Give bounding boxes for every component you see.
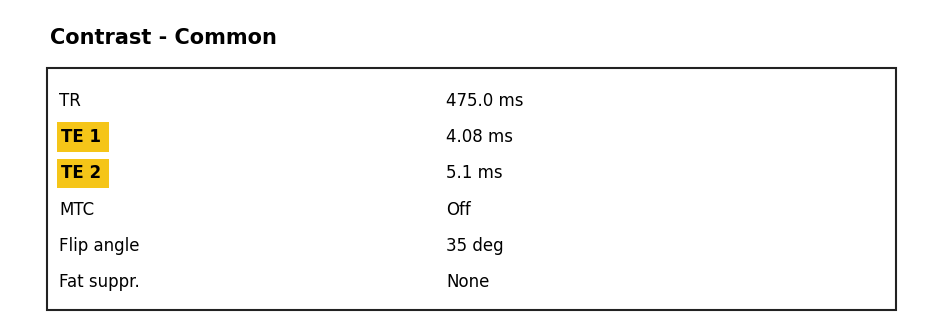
Text: TE 1: TE 1 (61, 128, 101, 146)
Text: TR: TR (59, 92, 81, 110)
Text: Flip angle: Flip angle (59, 237, 140, 255)
Text: 5.1 ms: 5.1 ms (446, 164, 503, 182)
Text: 475.0 ms: 475.0 ms (446, 92, 523, 110)
Bar (47, 68, 896, 310)
FancyBboxPatch shape (57, 123, 109, 152)
Text: None: None (446, 273, 490, 291)
Text: 4.08 ms: 4.08 ms (446, 128, 513, 146)
Text: 35 deg: 35 deg (446, 237, 504, 255)
Text: MTC: MTC (59, 201, 94, 219)
Text: Off: Off (446, 201, 470, 219)
Text: Fat suppr.: Fat suppr. (59, 273, 140, 291)
Text: Contrast - Common: Contrast - Common (50, 28, 277, 48)
FancyBboxPatch shape (57, 159, 109, 188)
Text: TE 2: TE 2 (61, 164, 101, 182)
